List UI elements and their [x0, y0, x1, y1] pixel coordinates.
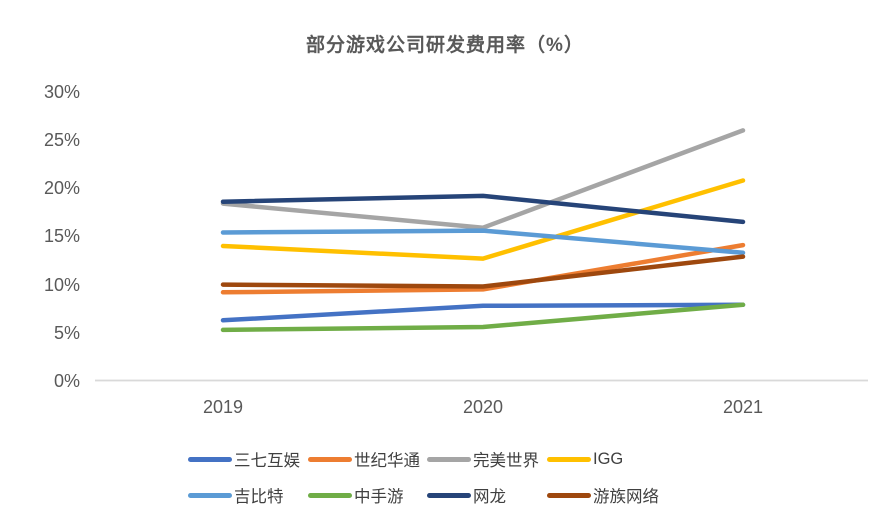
x-tick-label-2019: 2019	[202, 397, 244, 417]
y-tick-label-30: 30%	[43, 81, 80, 102]
legend-item-IGG[interactable]: IGG	[547, 448, 623, 470]
legend-item-网龙[interactable]: 网龙	[427, 484, 506, 506]
series-line-游族网络[interactable]	[220, 254, 746, 289]
legend-item-游族网络[interactable]: 游族网络	[547, 484, 659, 506]
legend-label: IGG	[593, 449, 624, 468]
legend-item-世纪华通[interactable]: 世纪华通	[308, 448, 420, 470]
legend-item-中手游[interactable]: 中手游	[308, 484, 404, 506]
legend-label: 网龙	[473, 488, 506, 506]
y-tick-label-0: 0%	[53, 371, 80, 391]
legend-label: 吉比特	[234, 488, 284, 506]
legend-item-吉比特[interactable]: 吉比特	[188, 484, 284, 506]
legend-item-完美世界[interactable]: 完美世界	[427, 448, 539, 470]
legend-swatch-icon	[308, 456, 352, 462]
legend-label: 游族网络	[593, 488, 659, 506]
legend-item-三七互娱[interactable]: 三七互娱	[188, 448, 300, 470]
series-line-IGG[interactable]	[220, 178, 746, 261]
y-tick-label-5: 5%	[53, 322, 80, 343]
y-tick-label-10: 10%	[43, 274, 80, 295]
series-line-三七互娱[interactable]	[220, 302, 746, 323]
legend-label: 世纪华通	[354, 452, 420, 470]
legend-swatch-icon	[188, 456, 232, 462]
legend-swatch-icon	[308, 492, 352, 498]
series-line-网龙[interactable]	[220, 193, 746, 225]
legend-swatch-icon	[427, 456, 471, 462]
y-tick-label-25: 25%	[43, 130, 80, 150]
x-tick-label-2020: 2020	[462, 397, 504, 417]
y-tick-label-20: 20%	[43, 178, 80, 199]
y-tick-label-15: 15%	[43, 226, 80, 247]
series-line-吉比特[interactable]	[220, 228, 746, 256]
x-tick-label-2021: 2021	[722, 397, 764, 417]
legend-swatch-icon	[427, 492, 471, 498]
series-line-完美世界[interactable]	[220, 128, 746, 230]
chart-title: 部分游戏公司研发费用率（%）	[306, 35, 584, 56]
legend-swatch-icon	[547, 456, 591, 462]
legend-label: 三七互娱	[234, 452, 300, 470]
legend-label: 完美世界	[473, 452, 539, 470]
series-line-世纪华通[interactable]	[220, 242, 746, 295]
legend-swatch-icon	[188, 492, 232, 498]
legend-label: 中手游	[354, 488, 404, 506]
legend-swatch-icon	[547, 492, 591, 498]
series-line-中手游[interactable]	[220, 302, 746, 333]
